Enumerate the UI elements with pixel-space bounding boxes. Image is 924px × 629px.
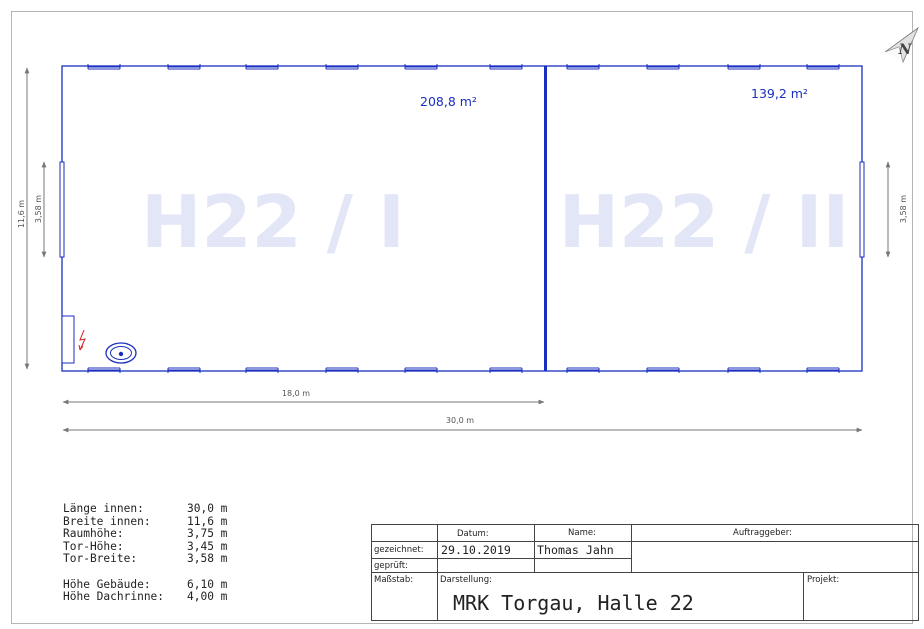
windows-top bbox=[87, 64, 840, 70]
header-datum: Datum: bbox=[457, 529, 489, 539]
hall-specs: Länge innen: 30,0 m Breite innen: 11,6 m R… bbox=[63, 502, 228, 604]
spec-row: Raumhöhe: 3,75 m bbox=[63, 527, 228, 541]
header-name: Name: bbox=[568, 528, 596, 538]
projekt-label: Projekt: bbox=[807, 575, 840, 585]
room-watermark-2: H22 / II bbox=[559, 180, 849, 264]
electrical-cabinet bbox=[61, 315, 75, 364]
dim-label-gate-left: 3,58 m bbox=[34, 195, 43, 223]
row-geprueft: geprüft: bbox=[374, 561, 408, 571]
darstellung-label: Darstellung: bbox=[440, 575, 492, 585]
north-arrow-icon: N bbox=[884, 26, 919, 64]
gate-right bbox=[859, 161, 865, 258]
dim-label-length-partial: 18,0 m bbox=[282, 389, 310, 398]
room-area-1: 208,8 m² bbox=[420, 94, 477, 109]
drawing-frame bbox=[11, 11, 913, 624]
windows-bottom bbox=[87, 367, 840, 373]
row-gezeichnet: gezeichnet: bbox=[374, 545, 424, 555]
electric-icon bbox=[79, 329, 86, 351]
spec-row: Tor-Breite: 3,58 m bbox=[63, 552, 228, 566]
spec-row: Höhe Dachrinne: 4,00 m bbox=[63, 590, 228, 604]
spec-row: Länge innen: 30,0 m bbox=[63, 502, 228, 515]
dim-label-height: 11,6 m bbox=[17, 200, 26, 228]
datum-value: 29.10.2019 bbox=[441, 543, 511, 557]
gate-left bbox=[59, 161, 65, 258]
massstab-label: Maßstab: bbox=[374, 575, 414, 585]
dim-label-length-total: 30,0 m bbox=[446, 416, 474, 425]
spec-row: Tor-Höhe: 3,45 m bbox=[63, 539, 228, 553]
room-watermark-1: H22 / I bbox=[141, 180, 405, 264]
floor-drain-icon bbox=[105, 342, 137, 364]
spec-row: Höhe Gebäude: 6,10 m bbox=[63, 577, 228, 591]
title-block: Datum: Name: Auftraggeber: gezeichnet: 2… bbox=[371, 524, 919, 621]
spec-row: Breite innen: 11,6 m bbox=[63, 514, 228, 528]
north-label: N bbox=[898, 42, 913, 58]
name-value: Thomas Jahn bbox=[537, 543, 614, 557]
dim-label-gate-right: 3,58 m bbox=[899, 195, 908, 223]
drawing-title: MRK Torgau, Halle 22 bbox=[453, 591, 694, 615]
header-auftraggeber: Auftraggeber: bbox=[733, 528, 792, 538]
room-area-2: 139,2 m² bbox=[751, 86, 808, 101]
